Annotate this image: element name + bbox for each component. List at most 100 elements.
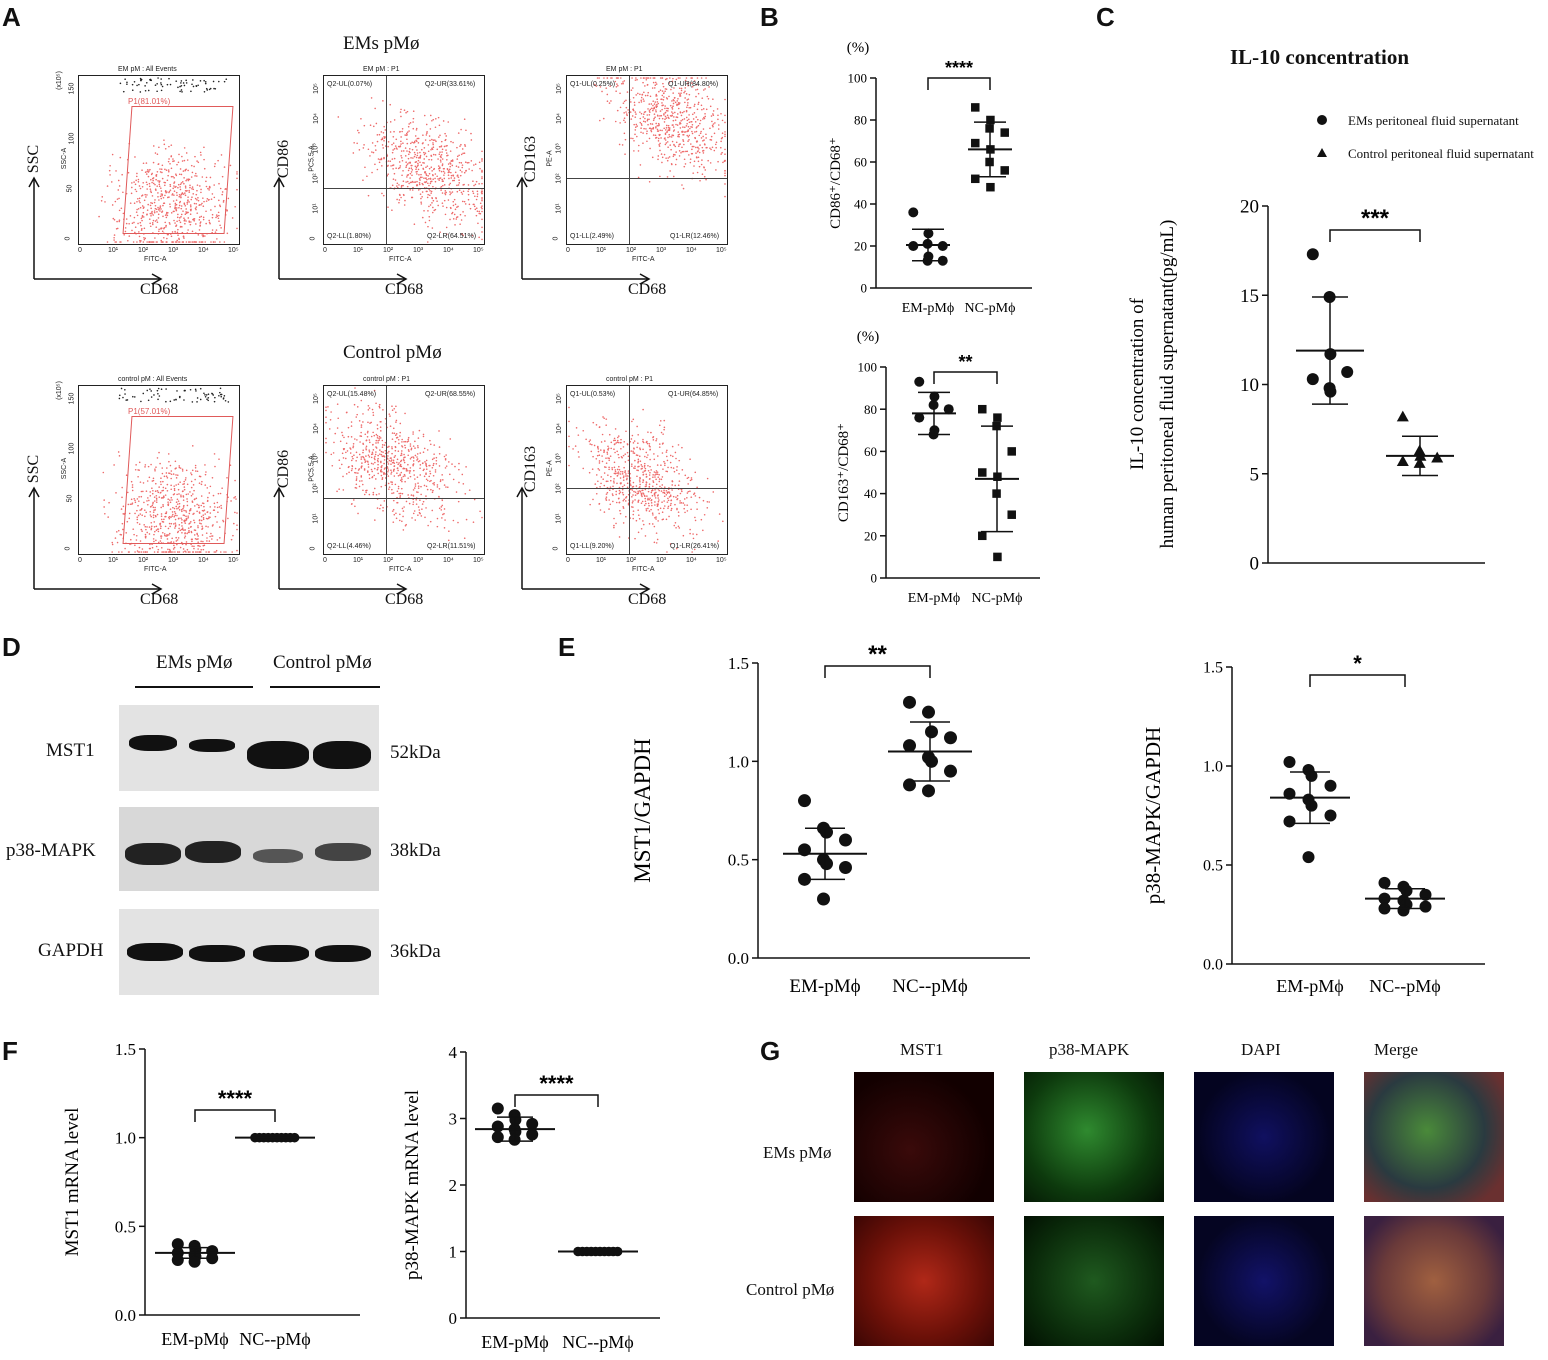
data-point-B2 <box>993 413 1002 422</box>
blot-row-p38: p38-MAPK <box>6 840 96 861</box>
y-tick-label-F2: 1 <box>449 1242 458 1261</box>
blot-row-gapdh: GAPDH <box>38 940 104 961</box>
facs-xtick: 10² <box>383 557 394 564</box>
y-tick-label-B1: 0 <box>861 281 868 296</box>
facs-plot-r1-c3 <box>566 75 728 245</box>
significance-bracket-E1 <box>824 665 931 678</box>
data-point-E1 <box>817 892 830 906</box>
facs-header: EM pM : P1 <box>606 66 643 73</box>
blot-group2-label: Control pMø <box>273 652 372 673</box>
data-point-F2 <box>491 1131 504 1144</box>
blot-row-mst1: MST1 <box>46 740 95 761</box>
blot-group2-bar <box>270 686 380 688</box>
unit-label-B2: (%) <box>857 329 880 345</box>
data-point-B1 <box>1000 128 1009 137</box>
data-point-B1 <box>1000 166 1009 175</box>
y-tick-label-E2: 0.5 <box>1203 858 1223 875</box>
y-tick-label-B1: 100 <box>848 71 868 86</box>
category-label-E2: NC--pMϕ <box>1369 976 1440 996</box>
facs-quadrant-label: Q1-UR(84.80%) <box>668 81 719 88</box>
facs-gate-label: P1(57.01%) <box>128 407 171 416</box>
facs-xtick: 10² <box>626 247 637 254</box>
y-tick-label-C: 15 <box>1240 286 1259 307</box>
if-image-ems-mst1 <box>854 1072 994 1202</box>
data-point-E2 <box>1283 815 1296 828</box>
legend-marker-triangle <box>1317 148 1327 157</box>
y-tick-label-E1: 0.5 <box>728 851 749 870</box>
data-point-E2 <box>1397 904 1410 917</box>
y-axis-label-F1: MST1 mRNA level <box>62 1108 83 1257</box>
if-image-control-p38 <box>1024 1216 1164 1346</box>
facs-quadrant-label: Q1-LL(9.20%) <box>570 543 614 550</box>
data-point-E2 <box>1400 884 1413 897</box>
y-tick-label-F2: 0 <box>449 1309 458 1328</box>
facs-quadrant-label: Q2-LL(1.80%) <box>327 233 371 240</box>
if-col-mst1: MST1 <box>900 1040 944 1059</box>
y-tick-label-F1: 0.5 <box>115 1217 136 1236</box>
facs-xtick: 10³ <box>168 557 179 564</box>
if-image-control-dapi <box>1194 1216 1334 1346</box>
y-tick-label-E2: 1.0 <box>1203 759 1223 776</box>
facs-xtick: 10⁵ <box>228 247 239 254</box>
data-point-B1 <box>908 207 919 218</box>
data-point-E1 <box>944 731 957 745</box>
facs-xtick: 10² <box>138 557 149 564</box>
facs-axis-arrows <box>516 486 651 595</box>
data-point-E1 <box>922 705 935 719</box>
facs-xtick: 10⁵ <box>473 557 484 564</box>
facs-header: control pM : All Events <box>118 376 188 383</box>
data-point-F2 <box>491 1102 504 1115</box>
facs-quadrant-label: Q1-LR(12.46%) <box>670 233 720 240</box>
facs-quadrant-label: Q2-UR(68.55%) <box>425 391 476 398</box>
facs-plot-r2-c3 <box>566 385 728 555</box>
category-label-F1: EM-pMϕ <box>161 1329 228 1349</box>
facs-xtick: 10¹ <box>353 557 364 564</box>
significance-label-E1: ** <box>868 641 887 668</box>
y-axis-label-E1: MST1/GAPDH <box>630 738 655 882</box>
y-tick-label-F1: 0.0 <box>115 1306 136 1325</box>
y-tick-label-B1: 40 <box>854 197 867 212</box>
data-point-F2 <box>491 1120 504 1133</box>
blot-p38 <box>119 807 379 891</box>
y-axis-label-E2: p38-MAPK/GAPDH <box>1141 727 1165 904</box>
facs-plot-r1-c1 <box>78 75 240 245</box>
facs-axis-arrows <box>28 176 163 285</box>
data-point-E2 <box>1305 799 1318 812</box>
facs-outer-xlabel: CD68 <box>628 591 667 608</box>
data-point-E2 <box>1305 769 1318 782</box>
data-point-C <box>1306 373 1319 386</box>
significance-label-B1: **** <box>945 58 973 78</box>
legend-marker-circle <box>1317 115 1327 125</box>
facs-xtick: 0 <box>566 557 570 564</box>
facs-quadrant-label: Q1-LL(2.49%) <box>570 233 614 240</box>
if-col-merge: Merge <box>1374 1040 1419 1059</box>
data-point-E1 <box>798 794 811 808</box>
facs-xtick: 10⁴ <box>198 557 209 564</box>
y-tick-label-F2: 2 <box>449 1176 458 1195</box>
facs-axis-arrows <box>273 486 408 595</box>
data-point-C <box>1396 455 1409 467</box>
category-label-E2: EM-pMϕ <box>1276 976 1343 996</box>
facs-outer-xlabel: CD68 <box>140 281 179 298</box>
y-tick-label-B2: 20 <box>864 528 877 543</box>
facs-xtick: 0 <box>78 247 82 254</box>
legend-ems: EMs peritoneal fluid supernatant <box>1348 113 1519 128</box>
significance-label-E2: * <box>1353 651 1362 676</box>
facs-quadrant-label: Q1-UL(0.25%) <box>570 81 616 88</box>
y-tick-label-B1: 20 <box>854 239 867 254</box>
blot-size-mst1: 52kDa <box>390 742 441 763</box>
y-tick-label-C: 10 <box>1240 375 1259 396</box>
ems-group-title: EMs pMø <box>343 33 420 54</box>
panel-letter-a: A <box>2 2 21 32</box>
data-point-E2 <box>1378 902 1391 915</box>
significance-bracket-B2 <box>933 371 998 384</box>
data-point-B2 <box>978 468 987 477</box>
data-point-E1 <box>944 764 957 778</box>
facs-xtick: 10⁴ <box>443 557 454 564</box>
data-point-E2 <box>1419 900 1432 913</box>
significance-bracket-F2 <box>514 1094 599 1107</box>
facs-plot-r2-c1 <box>78 385 240 555</box>
facs-outer-xlabel: CD68 <box>628 281 667 298</box>
significance-label-C: *** <box>1361 205 1390 232</box>
facs-xtick: 10¹ <box>108 557 119 564</box>
